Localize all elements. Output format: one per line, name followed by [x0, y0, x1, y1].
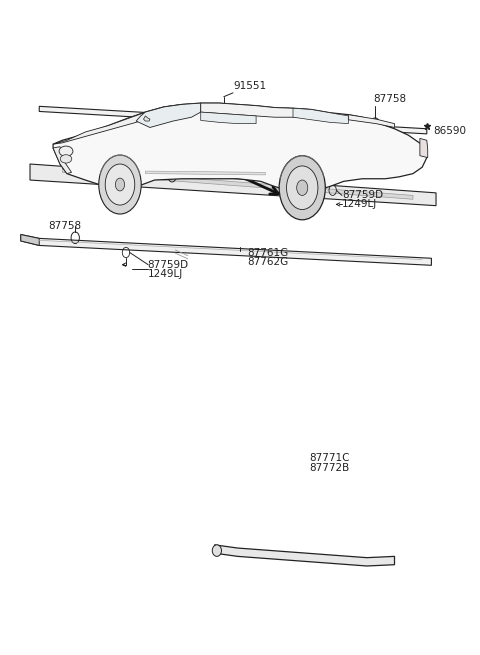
- Polygon shape: [293, 108, 348, 124]
- Ellipse shape: [59, 146, 73, 157]
- Circle shape: [297, 180, 308, 195]
- Text: 86590: 86590: [433, 126, 466, 136]
- Circle shape: [287, 166, 318, 210]
- Text: 87759D: 87759D: [342, 191, 383, 200]
- Text: 87758: 87758: [374, 94, 407, 104]
- Text: 87762G: 87762G: [247, 257, 288, 267]
- Text: 91551: 91551: [233, 81, 266, 92]
- Polygon shape: [201, 112, 256, 124]
- Polygon shape: [145, 171, 265, 175]
- Text: 1249LJ: 1249LJ: [342, 199, 377, 210]
- Polygon shape: [136, 103, 201, 128]
- Polygon shape: [53, 104, 182, 144]
- Circle shape: [99, 155, 141, 214]
- Polygon shape: [39, 106, 427, 134]
- Polygon shape: [144, 116, 150, 121]
- Text: 87761G: 87761G: [247, 248, 288, 258]
- Text: 87772B: 87772B: [309, 463, 349, 473]
- Polygon shape: [215, 545, 395, 566]
- Polygon shape: [53, 147, 72, 174]
- Circle shape: [105, 164, 135, 205]
- Text: 87758: 87758: [173, 164, 206, 174]
- Polygon shape: [420, 138, 428, 158]
- Circle shape: [279, 156, 325, 220]
- Ellipse shape: [60, 155, 72, 163]
- Text: 87771C: 87771C: [309, 453, 349, 463]
- Polygon shape: [62, 168, 413, 199]
- Text: 87758: 87758: [48, 221, 82, 231]
- Text: 87759D: 87759D: [148, 259, 189, 270]
- Polygon shape: [201, 103, 312, 117]
- Ellipse shape: [212, 545, 221, 556]
- Polygon shape: [30, 164, 436, 206]
- Polygon shape: [21, 234, 39, 246]
- Circle shape: [115, 178, 125, 191]
- Polygon shape: [348, 115, 395, 128]
- Polygon shape: [53, 103, 427, 191]
- Polygon shape: [21, 234, 432, 265]
- Text: 1249LJ: 1249LJ: [148, 269, 183, 278]
